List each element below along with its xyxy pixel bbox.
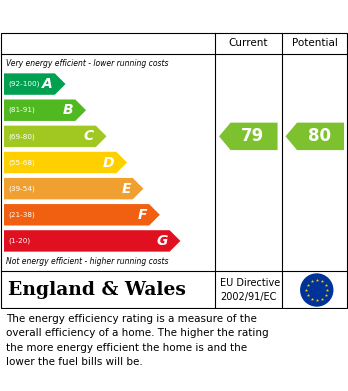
Text: A: A <box>42 77 53 91</box>
Text: C: C <box>84 129 94 143</box>
Text: G: G <box>156 234 168 248</box>
Text: (21-38): (21-38) <box>8 212 35 218</box>
Polygon shape <box>285 123 344 150</box>
Polygon shape <box>4 204 160 226</box>
Text: Not energy efficient - higher running costs: Not energy efficient - higher running co… <box>6 258 168 267</box>
Text: E: E <box>121 182 131 196</box>
Polygon shape <box>4 152 127 173</box>
Text: (55-68): (55-68) <box>8 159 35 166</box>
Polygon shape <box>4 178 143 199</box>
Circle shape <box>301 274 333 306</box>
Text: Potential: Potential <box>292 38 338 48</box>
Text: EU Directive
2002/91/EC: EU Directive 2002/91/EC <box>220 278 280 302</box>
Polygon shape <box>4 74 65 95</box>
Polygon shape <box>219 123 278 150</box>
Text: Energy Efficiency Rating: Energy Efficiency Rating <box>8 7 237 25</box>
Text: (81-91): (81-91) <box>8 107 35 113</box>
Text: England & Wales: England & Wales <box>8 281 186 299</box>
Text: (92-100): (92-100) <box>8 81 39 87</box>
Text: D: D <box>103 156 114 170</box>
Polygon shape <box>4 126 106 147</box>
Text: The energy efficiency rating is a measure of the
overall efficiency of a home. T: The energy efficiency rating is a measur… <box>6 314 269 367</box>
Polygon shape <box>4 99 86 121</box>
Text: B: B <box>63 103 73 117</box>
Text: 79: 79 <box>242 127 264 145</box>
Text: F: F <box>137 208 147 222</box>
Text: (69-80): (69-80) <box>8 133 35 140</box>
Text: 80: 80 <box>308 127 331 145</box>
Text: Current: Current <box>229 38 268 48</box>
Text: Very energy efficient - lower running costs: Very energy efficient - lower running co… <box>6 59 168 68</box>
Polygon shape <box>4 230 180 252</box>
Text: (39-54): (39-54) <box>8 185 35 192</box>
Text: (1-20): (1-20) <box>8 238 30 244</box>
